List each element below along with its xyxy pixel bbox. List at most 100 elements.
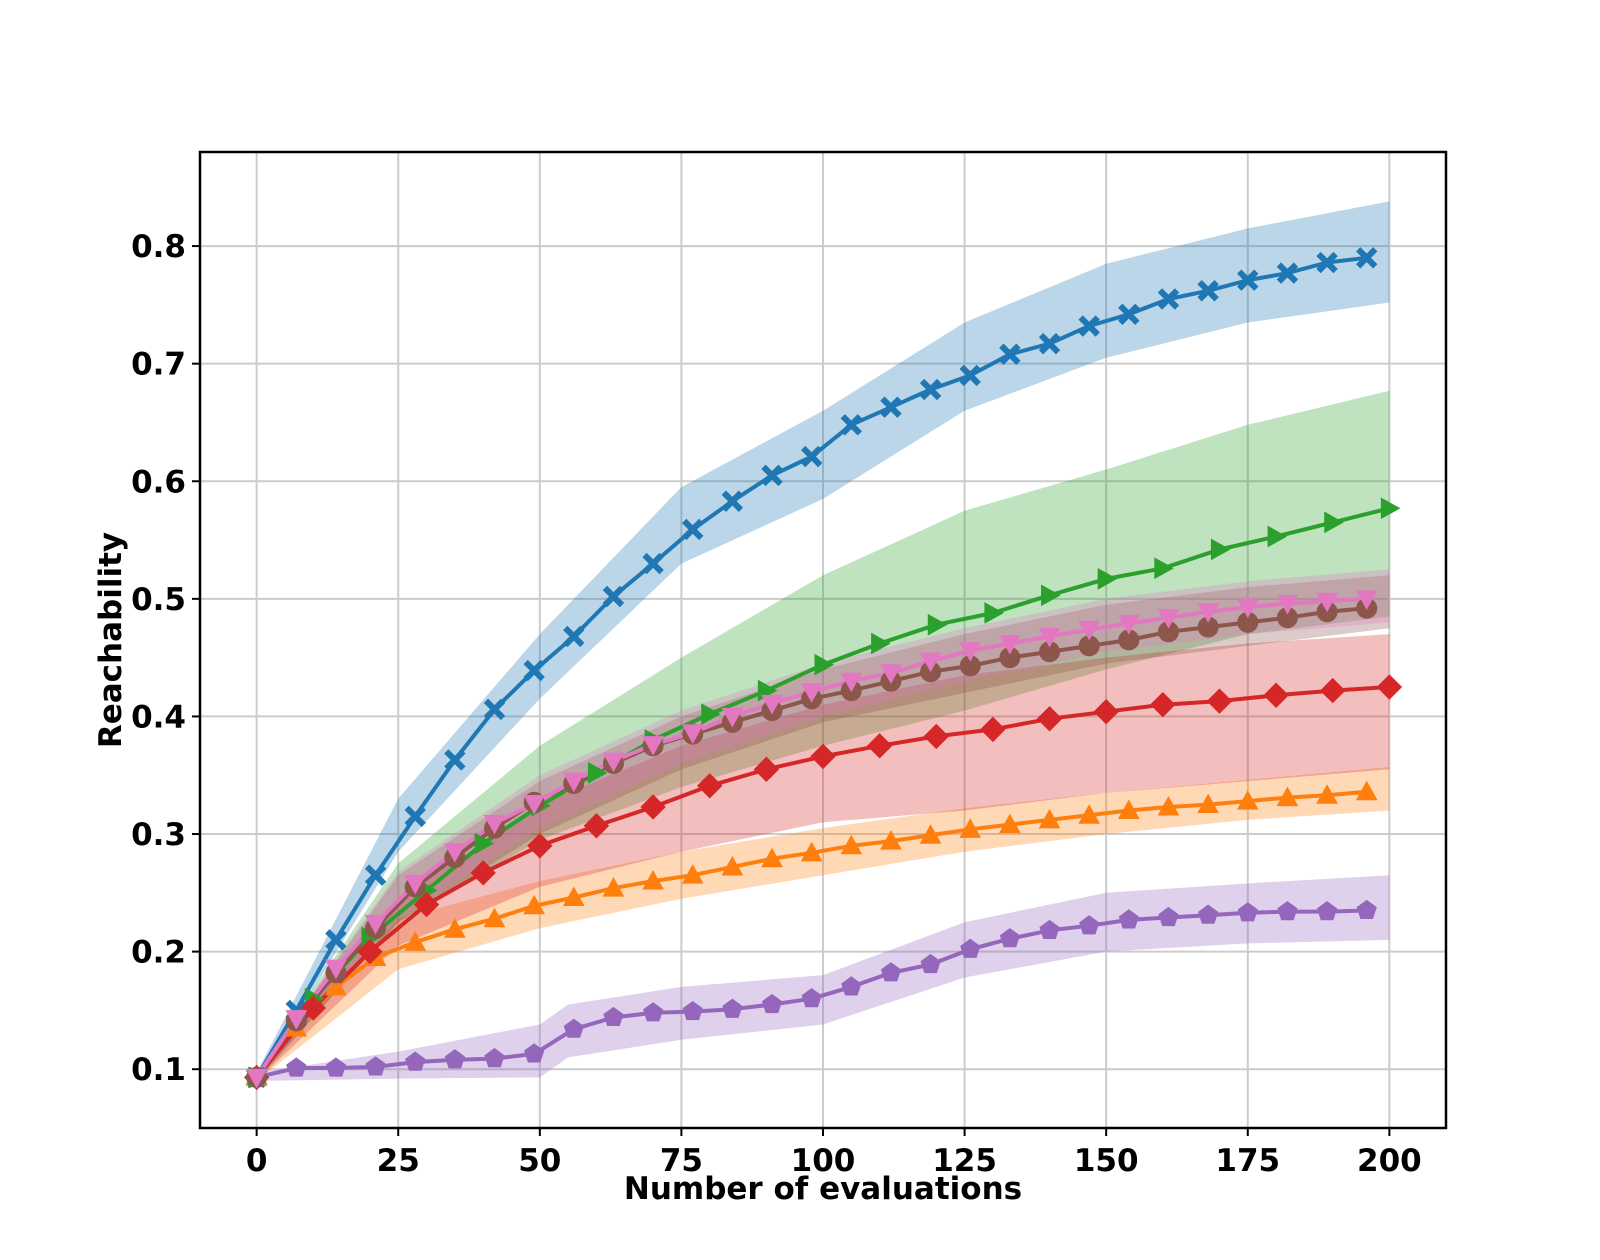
orange-triangle-up-marker — [444, 918, 466, 938]
blue-x-marker — [919, 378, 942, 401]
blue-x-marker — [404, 805, 426, 828]
purple-pentagon-marker — [524, 1043, 545, 1063]
pink-triangle-down-marker — [562, 772, 585, 793]
orange-triangle-up-marker — [404, 931, 427, 951]
red-diamond-marker — [1150, 691, 1176, 718]
purple-pentagon-marker — [405, 1051, 426, 1071]
x-tick-label: 150 — [1074, 1143, 1139, 1179]
purple-pentagon-marker — [286, 1057, 307, 1077]
orange-triangle-up-marker — [721, 855, 744, 876]
purple-pentagon-marker — [999, 928, 1020, 948]
red-diamond-marker — [810, 743, 836, 770]
red-diamond-marker — [1263, 682, 1289, 708]
blue-x-marker — [959, 364, 981, 387]
red-diamond-marker — [470, 860, 496, 886]
blue-x-marker — [999, 343, 1021, 365]
red-diamond-marker — [640, 794, 666, 820]
blue-x-marker — [880, 396, 902, 418]
pink-triangle-down-marker — [761, 694, 783, 715]
green-triangle-right-band — [256, 390, 1390, 1081]
orange-triangle-up-marker — [880, 830, 902, 850]
pink-triangle-down-marker — [523, 794, 546, 815]
purple-pentagon-marker — [325, 1057, 347, 1077]
y-tick-label: 0.3 — [131, 817, 186, 853]
purple-pentagon-marker — [1118, 909, 1139, 929]
blue-x-marker — [1197, 280, 1219, 302]
green-triangle-right-marker — [1097, 568, 1118, 590]
x-axis-ticks: 0 25 50 75 100 125 150 175 200 — [246, 1128, 1422, 1179]
purple-pentagon-marker — [801, 988, 822, 1008]
blue-x-marker — [602, 585, 625, 608]
blue-x-marker — [444, 749, 466, 771]
purple-pentagon-marker — [682, 1000, 703, 1021]
pink-triangle-down-marker — [642, 736, 664, 756]
orange-triangle-up-marker — [1355, 780, 1378, 801]
orange-triangle-up-marker — [1038, 808, 1061, 829]
red-diamond-marker — [753, 756, 780, 783]
orange-triangle-up-marker — [642, 870, 664, 890]
red-diamond-marker — [413, 891, 440, 918]
pink-triangle-down-marker — [1197, 603, 1219, 623]
red-diamond-marker — [300, 995, 326, 1021]
purple-pentagon-marker — [1079, 915, 1100, 935]
y-tick-label: 0.5 — [131, 582, 186, 618]
red-diamond-marker — [1036, 706, 1063, 732]
blue-x-band — [256, 201, 1390, 1081]
brown-circle-band — [256, 575, 1390, 1081]
purple-pentagon-marker — [484, 1048, 505, 1068]
purple-pentagon-marker — [642, 1002, 664, 1022]
purple-pentagon-marker — [920, 953, 941, 974]
pink-triangle-down-marker — [444, 843, 466, 863]
green-triangle-right-marker — [1380, 497, 1401, 520]
orange-triangle-up-marker — [1157, 795, 1180, 816]
blue-x-marker — [682, 518, 704, 541]
red-diamond-marker — [1206, 688, 1233, 714]
orange-triangle-up-marker — [1236, 790, 1259, 810]
pink-triangle-down-marker — [364, 914, 387, 935]
pink-triangle-down-marker — [404, 874, 427, 895]
orange-triangle-up-marker — [523, 894, 546, 915]
green-triangle-right-marker — [1324, 511, 1344, 534]
orange-triangle-up-marker — [1276, 786, 1299, 807]
y-tick-label: 0.4 — [131, 699, 186, 735]
purple-pentagon-marker — [960, 938, 981, 958]
pink-triangle-down-marker — [840, 672, 863, 693]
pink-triangle-down-marker — [999, 635, 1021, 655]
y-tick-label: 0.6 — [131, 464, 186, 500]
purple-pentagon-marker — [722, 998, 743, 1018]
pink-triangle-down-marker — [1316, 592, 1338, 613]
red-diamond-marker — [357, 938, 383, 965]
pink-triangle-down-marker — [483, 814, 506, 835]
purple-pentagon-marker — [1039, 919, 1060, 940]
purple-pentagon-marker — [841, 976, 862, 996]
blue-x-marker — [364, 864, 387, 886]
green-triangle-right-marker — [984, 602, 1004, 624]
green-triangle-right-marker — [1154, 557, 1174, 580]
blue-x-marker — [761, 464, 783, 487]
pink-triangle-down-marker — [919, 652, 942, 673]
red-diamond-marker — [980, 716, 1006, 743]
x-tick-label: 25 — [377, 1143, 420, 1179]
y-axis-ticks: 0.1 0.2 0.3 0.4 0.5 0.6 0.7 0.8 — [131, 229, 200, 1088]
x-tick-label: 200 — [1357, 1143, 1422, 1179]
green-triangle-right-marker — [814, 653, 835, 676]
orange-triangle-up-marker — [919, 824, 942, 844]
red-diamond-marker — [583, 813, 610, 839]
orange-triangle-up-marker — [1197, 793, 1219, 814]
y-tick-label: 0.7 — [131, 347, 186, 383]
orange-triangle-up-marker — [1316, 784, 1338, 804]
purple-pentagon-marker — [603, 1006, 624, 1027]
orange-triangle-up-marker — [999, 813, 1021, 834]
orange-triangle-up-marker — [681, 864, 704, 884]
purple-pentagon-marker — [365, 1056, 386, 1076]
y-tick-label: 0.2 — [131, 935, 186, 971]
x-tick-label: 125 — [932, 1143, 997, 1179]
pink-triangle-down-marker — [959, 642, 982, 662]
blue-x-marker — [1157, 288, 1180, 310]
pink-triangle-down-marker — [602, 752, 625, 773]
orange-triangle-up-marker — [761, 847, 783, 868]
blue-x-marker — [1038, 332, 1061, 355]
green-triangle-right-marker — [474, 832, 495, 855]
purple-pentagon-marker — [1356, 899, 1377, 920]
blue-x-marker — [1356, 247, 1378, 269]
